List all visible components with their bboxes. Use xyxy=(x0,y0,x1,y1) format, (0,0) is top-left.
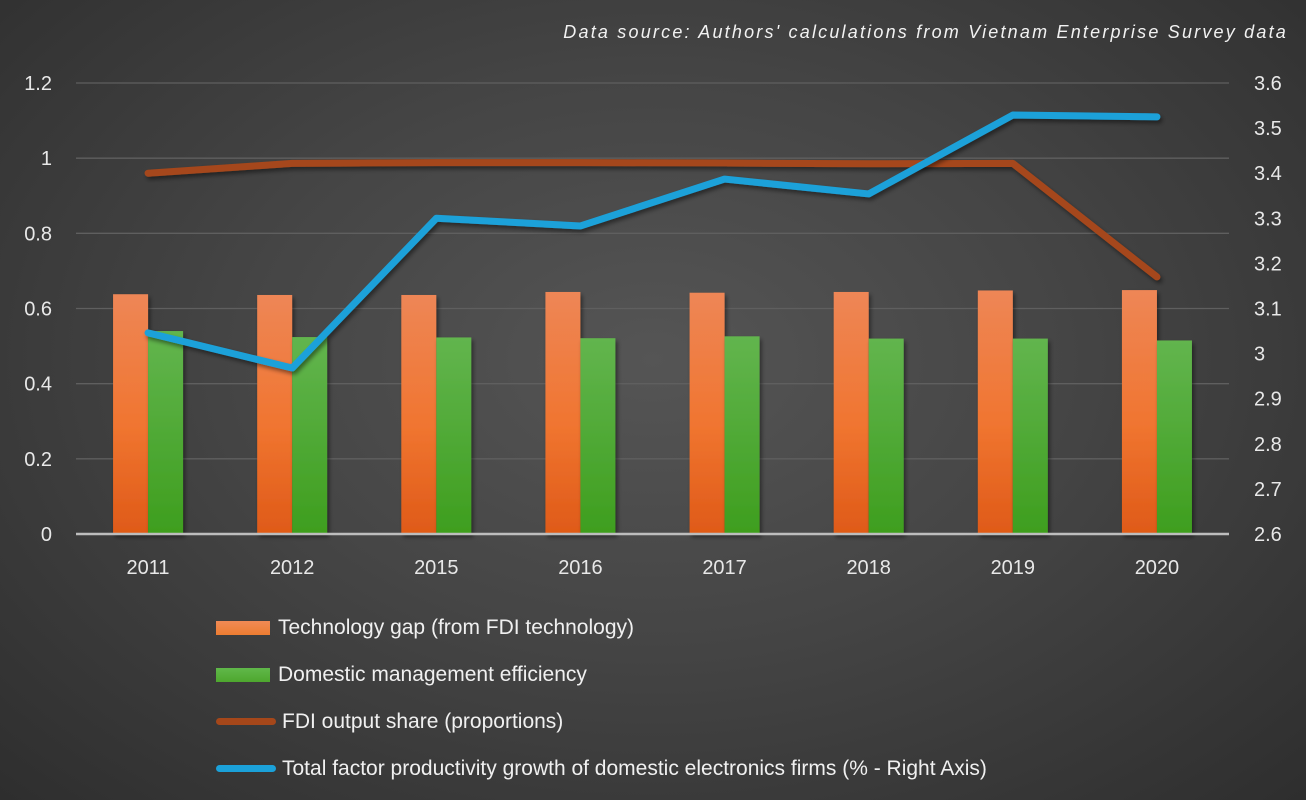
x-tick-label: 2012 xyxy=(270,557,315,579)
legend-label: Total factor productivity growth of dome… xyxy=(282,756,987,780)
technology-gap-bar xyxy=(977,290,1013,534)
x-tick-label: 2016 xyxy=(558,557,603,579)
technology-gap-bar xyxy=(1121,290,1157,534)
management-efficiency-bar xyxy=(580,338,616,534)
legend-label: FDI output share (proportions) xyxy=(282,709,564,733)
legend-item-fdi-share: FDI output share (proportions) xyxy=(216,698,987,745)
chart-legend: Technology gap (from FDI technology) Dom… xyxy=(216,604,987,792)
y-right-tick-label: 3.3 xyxy=(1254,208,1282,230)
y-right-tick-label: 3.6 xyxy=(1254,73,1282,95)
technology-gap-swatch-icon xyxy=(216,620,270,635)
y-left-tick-label: 0 xyxy=(41,524,52,546)
management-efficiency-bar xyxy=(148,331,184,534)
x-tick-label: 2011 xyxy=(127,557,170,579)
technology-gap-bar xyxy=(257,294,293,534)
y-left-tick-label: 1.2 xyxy=(24,73,52,95)
y-right-tick-label: 2.8 xyxy=(1254,434,1282,456)
management-efficiency-bar xyxy=(436,337,472,534)
technology-gap-bar xyxy=(689,292,725,534)
legend-item-tfp-growth: Total factor productivity growth of dome… xyxy=(216,745,987,792)
management-efficiency-bar xyxy=(868,338,904,534)
y-left-tick-label: 0.8 xyxy=(24,223,52,245)
x-tick-label: 2015 xyxy=(414,557,459,579)
technology-gap-bar xyxy=(401,294,437,534)
management-efficiency-bar xyxy=(292,337,328,534)
y-right-tick-label: 3.5 xyxy=(1254,118,1282,140)
y-right-tick-label: 3.4 xyxy=(1254,163,1282,185)
fdi-share-swatch-icon xyxy=(216,718,276,725)
y-left-tick-label: 0.2 xyxy=(24,449,52,471)
legend-label: Technology gap (from FDI technology) xyxy=(278,615,635,639)
management-efficiency-bar xyxy=(724,336,760,534)
x-tick-label: 2017 xyxy=(702,557,747,579)
legend-item-management-efficiency: Domestic management efficiency xyxy=(216,651,987,698)
legend-label: Domestic management efficiency xyxy=(278,662,587,686)
fdi-share-line xyxy=(144,159,1161,281)
management-efficiency-swatch-icon xyxy=(216,667,270,682)
y-right-tick-label: 2.7 xyxy=(1254,479,1282,501)
tfp-growth-swatch-icon xyxy=(216,765,276,772)
technology-gap-bar xyxy=(833,291,869,534)
y-right-tick-label: 2.9 xyxy=(1254,389,1282,411)
y-right-tick-label: 3 xyxy=(1254,344,1265,366)
technology-gap-bar xyxy=(545,291,581,534)
technology-gap-bar xyxy=(113,294,149,534)
tfp-growth-line xyxy=(144,111,1161,372)
x-tick-label: 2020 xyxy=(1135,557,1180,579)
y-right-tick-label: 3.2 xyxy=(1254,253,1282,275)
x-tick-label: 2019 xyxy=(991,557,1036,579)
y-left-tick-label: 1 xyxy=(41,148,52,170)
y-right-tick-label: 3.1 xyxy=(1254,299,1282,321)
y-left-tick-label: 0.4 xyxy=(24,374,52,396)
management-efficiency-bar xyxy=(1156,340,1192,534)
management-efficiency-bar xyxy=(1012,338,1048,534)
y-left-tick-label: 0.6 xyxy=(24,299,52,321)
x-tick-label: 2018 xyxy=(846,557,891,579)
data-source-note: Data source: Authors' calculations from … xyxy=(563,22,1288,42)
legend-item-technology-gap: Technology gap (from FDI technology) xyxy=(216,604,987,651)
y-right-tick-label: 2.6 xyxy=(1254,524,1282,546)
